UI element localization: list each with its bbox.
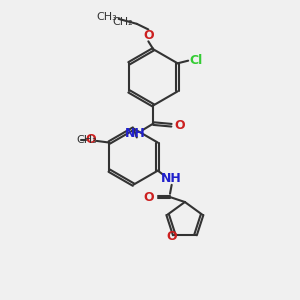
- Text: CH₃: CH₃: [77, 135, 98, 145]
- Text: O: O: [166, 230, 177, 243]
- Text: NH: NH: [161, 172, 182, 185]
- Text: O: O: [86, 134, 96, 146]
- Text: O: O: [175, 119, 185, 132]
- Text: O: O: [143, 29, 154, 42]
- Text: NH: NH: [125, 127, 146, 140]
- Text: Cl: Cl: [189, 53, 203, 67]
- Text: CH₃: CH₃: [96, 12, 117, 22]
- Text: CH₂: CH₂: [113, 17, 134, 27]
- Text: O: O: [143, 190, 154, 204]
